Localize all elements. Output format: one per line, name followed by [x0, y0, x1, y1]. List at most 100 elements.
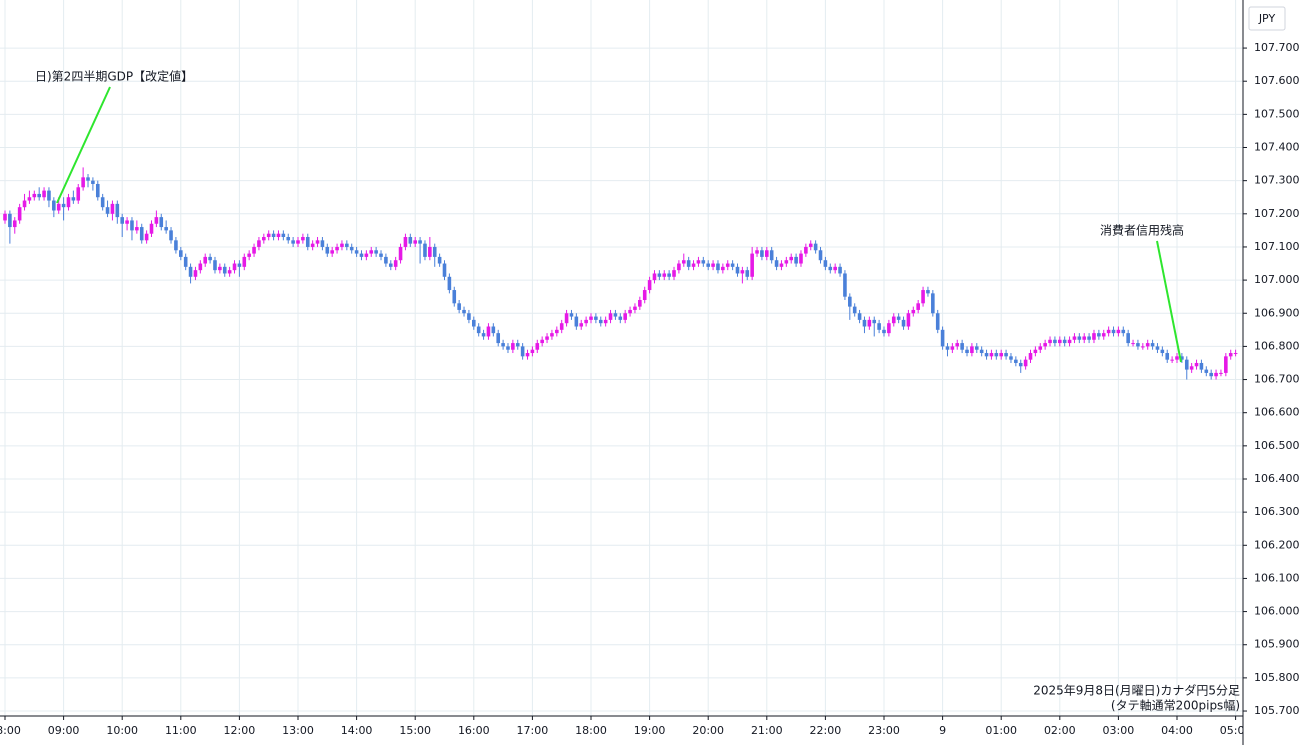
candle-body	[481, 333, 486, 337]
candle-body	[1028, 353, 1033, 360]
candle-body	[115, 203, 120, 218]
candle-body	[730, 263, 735, 267]
candle-body	[926, 290, 930, 294]
candle-body	[1184, 359, 1189, 370]
candle-body	[1219, 372, 1223, 374]
candle-body	[916, 303, 920, 310]
candle-body	[564, 313, 569, 324]
x-tick-label: 02:00	[1044, 724, 1076, 737]
candle-body	[1053, 339, 1057, 344]
candle-body	[857, 313, 862, 320]
candle-body	[906, 313, 911, 327]
candle-body	[1194, 362, 1199, 367]
candle-body	[345, 243, 349, 247]
candle-body	[1189, 366, 1194, 370]
candle-body	[750, 253, 754, 277]
y-tick-label: 105.900	[1254, 638, 1300, 651]
candle-body	[716, 263, 720, 271]
candle-body	[569, 313, 574, 317]
candle-body	[139, 227, 144, 241]
candle-body	[940, 329, 945, 347]
candle-body	[769, 250, 774, 261]
candle-body	[833, 266, 837, 271]
candle-body	[1170, 359, 1174, 361]
candle-body	[862, 319, 867, 327]
candle-body	[935, 313, 940, 330]
candle-body	[950, 346, 955, 350]
candle-body	[8, 213, 12, 228]
candle-body	[794, 256, 798, 264]
candle-body	[721, 266, 725, 271]
candle-body	[22, 200, 27, 208]
candle-body	[130, 220, 134, 231]
y-tick-label: 105.700	[1254, 704, 1300, 717]
candle-body	[1175, 356, 1179, 360]
candle-body	[1204, 369, 1209, 373]
x-tick-label: 08:00	[0, 724, 21, 737]
candle-body	[843, 273, 847, 297]
y-tick-label: 107.500	[1254, 107, 1300, 120]
candle-body	[1126, 333, 1130, 344]
candle-body	[1165, 353, 1170, 360]
candle-body	[47, 190, 51, 201]
candle-body	[657, 273, 662, 277]
candle-body	[1072, 336, 1077, 340]
candle-body	[1023, 359, 1028, 367]
candle-body	[872, 319, 877, 324]
candle-body	[1092, 333, 1096, 340]
candles	[3, 167, 1238, 380]
candle-body	[457, 303, 461, 310]
candle-body	[286, 237, 291, 241]
candle-body	[1136, 343, 1140, 347]
candle-body	[623, 313, 627, 320]
candle-body	[369, 250, 374, 254]
candle-body	[437, 256, 442, 264]
candle-body	[808, 243, 813, 247]
candle-body	[1180, 356, 1184, 360]
candle-body	[701, 260, 706, 264]
candle-body	[398, 246, 403, 261]
candle-body	[1048, 339, 1052, 344]
candle-body	[598, 319, 603, 324]
candle-body	[891, 316, 896, 324]
candle-body	[745, 270, 750, 277]
candle-body	[608, 313, 613, 320]
candle-body	[633, 306, 637, 310]
candle-body	[262, 237, 266, 241]
candle-body	[27, 197, 32, 201]
candle-body	[882, 329, 886, 334]
candle-body	[384, 256, 388, 264]
candle-body	[452, 290, 457, 304]
candle-body	[628, 309, 632, 314]
x-tick-label: 16:00	[458, 724, 490, 737]
candle-body	[340, 243, 344, 247]
candle-body	[911, 309, 916, 314]
annotation: 消費者信用残高	[1100, 223, 1184, 238]
x-tick-label: 03:00	[1103, 724, 1135, 737]
y-tick-label: 105.800	[1254, 671, 1300, 684]
candle-body	[374, 250, 378, 254]
candle-body	[691, 263, 696, 267]
x-tick-label: 12:00	[224, 724, 256, 737]
candle-body	[315, 240, 320, 244]
candle-body	[12, 220, 17, 228]
candle-body	[838, 266, 842, 274]
candle-body	[1018, 362, 1023, 367]
candle-body	[1214, 372, 1218, 377]
candle-body	[237, 263, 242, 267]
candle-body	[144, 233, 149, 241]
y-tick-label: 106.600	[1254, 406, 1300, 419]
candle-body	[208, 256, 212, 261]
candle-body	[813, 243, 818, 251]
x-tick-label: 01:00	[985, 724, 1017, 737]
candle-body	[784, 260, 789, 264]
candle-body	[257, 240, 261, 247]
candle-body	[765, 250, 769, 257]
candle-body	[642, 290, 647, 300]
x-tick-label: 23:00	[868, 724, 900, 737]
candle-body	[154, 217, 159, 224]
x-tick-label: 17:00	[517, 724, 549, 737]
candle-body	[647, 280, 652, 291]
candle-body	[37, 193, 41, 198]
candle-body	[388, 263, 393, 267]
